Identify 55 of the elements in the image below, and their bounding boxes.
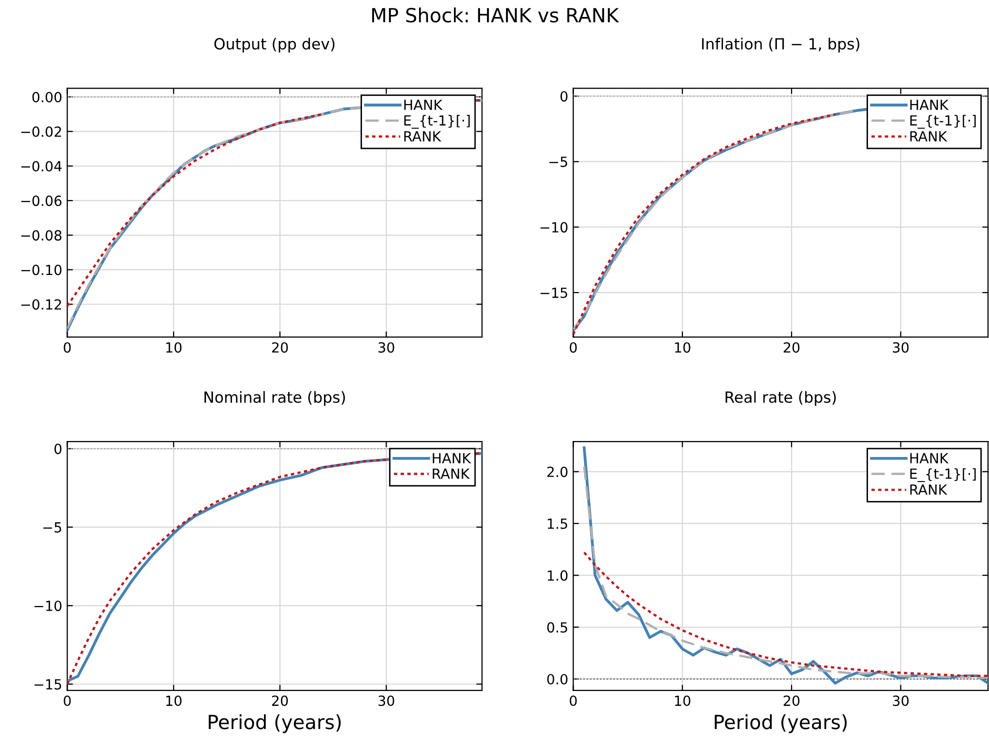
- x-tick-label: 0: [570, 342, 577, 353]
- x-tick-label: 10: [166, 696, 182, 706]
- y-tick-label: 0.00: [32, 92, 62, 102]
- legend-label: RANK: [404, 131, 442, 142]
- y-tick-label: −10: [34, 600, 62, 612]
- legend-label: HANK: [910, 453, 949, 464]
- legend-label: RANK: [910, 131, 948, 142]
- legend-label: HANK: [432, 453, 472, 464]
- x-tick-label: 10: [675, 696, 690, 706]
- x-tick-label: 30: [378, 342, 394, 353]
- x-tick-label: 20: [784, 342, 800, 353]
- x-tick-label: 0: [64, 696, 71, 706]
- y-tick-label: −15: [540, 288, 568, 298]
- x-tick-label: 20: [272, 696, 288, 706]
- y-tick-label: −5: [43, 522, 62, 533]
- x-tick-label: 0: [570, 696, 577, 706]
- x-tick-label: 20: [272, 342, 288, 353]
- y-tick-label: −0.08: [21, 230, 62, 241]
- x-tick-label: 10: [675, 342, 690, 353]
- chart-title: Output (pp dev): [214, 38, 334, 53]
- x-tick-label: 30: [378, 696, 394, 706]
- x-tick-label: 20: [784, 696, 800, 706]
- chart-title: Real rate (bps): [726, 391, 836, 406]
- legend-label: E_{t-1}[·]: [404, 114, 470, 129]
- y-tick-label: −0.02: [21, 126, 61, 137]
- chart-title: Inflation (Π − 1, bps): [702, 38, 860, 53]
- y-tick-label: 0.5: [547, 622, 568, 633]
- legend-label: RANK: [432, 468, 470, 479]
- y-tick-label: 0.0: [547, 674, 568, 684]
- text: MP Shock: HANK vs RANK: [372, 7, 620, 23]
- legend-label: HANK: [910, 100, 949, 110]
- x-axis-title: Period (years): [714, 714, 847, 734]
- y-tick-label: −15: [34, 679, 62, 690]
- x-axis-title: Period (years): [208, 714, 341, 734]
- y-tick-label: −0.12: [21, 299, 61, 310]
- y-tick-label: −0.10: [21, 264, 62, 276]
- y-tick-label: 0: [54, 444, 62, 454]
- chart-title: Nominal rate (bps): [204, 391, 345, 406]
- legend-label: E_{t-1}[·]: [910, 468, 976, 482]
- y-tick-label: 0: [560, 91, 568, 102]
- x-tick-label: 30: [892, 696, 909, 706]
- y-tick-label: −0.06: [21, 196, 62, 206]
- x-tick-label: 10: [166, 342, 182, 353]
- line-series: [583, 551, 988, 677]
- x-tick-label: 30: [892, 342, 909, 353]
- y-tick-label: 1.5: [548, 518, 568, 529]
- legend-label: E_{t-1}[·]: [910, 114, 976, 129]
- series-label: HANK: [404, 100, 443, 110]
- y-tick-label: 1.0: [548, 570, 568, 581]
- legend-label: RANK: [910, 484, 948, 495]
- x-tick-label: 0: [64, 342, 71, 353]
- y-tick-label: −0.04: [21, 160, 62, 172]
- y-tick-label: 2.0: [547, 466, 568, 478]
- y-tick-label: −5: [549, 156, 568, 168]
- y-tick-label: −10: [540, 222, 568, 233]
